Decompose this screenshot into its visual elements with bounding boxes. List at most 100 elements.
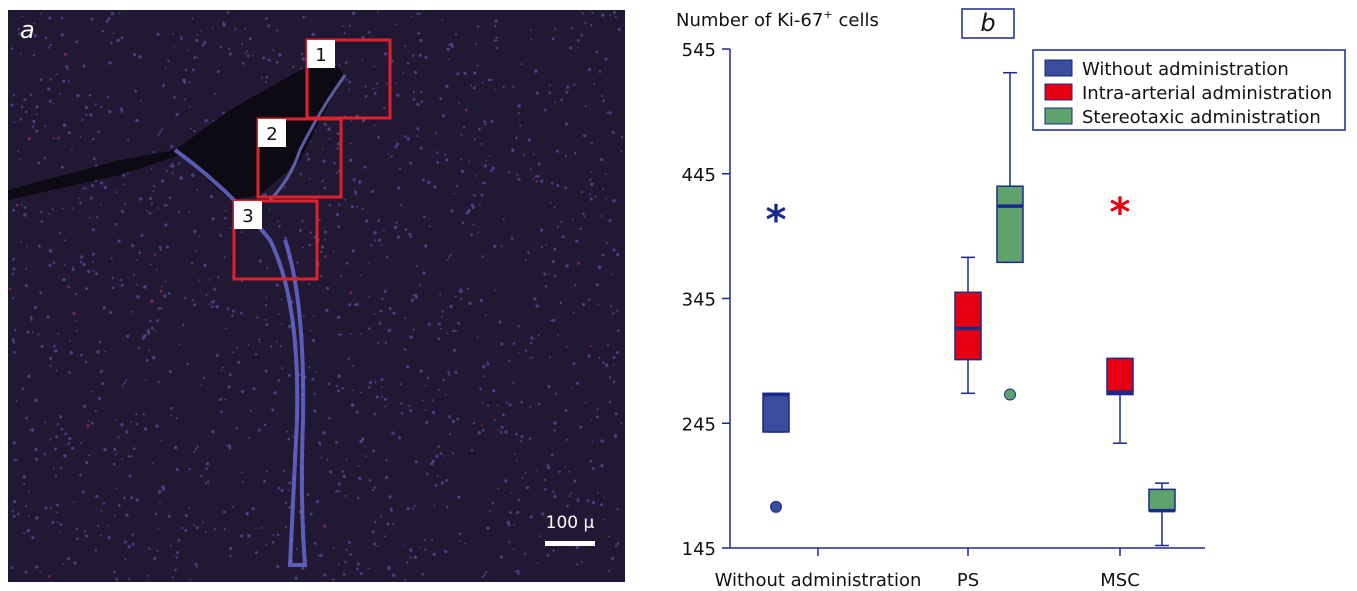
nucleus xyxy=(26,330,30,334)
nucleus xyxy=(118,12,121,15)
nucleus xyxy=(487,404,490,407)
nucleus xyxy=(398,167,402,170)
nucleus xyxy=(456,72,460,76)
nucleus xyxy=(99,181,104,185)
nucleus xyxy=(273,391,277,395)
nucleus xyxy=(200,384,203,387)
nucleus xyxy=(32,54,36,57)
nucleus xyxy=(584,401,587,404)
region-label-bg xyxy=(234,201,262,229)
nucleus xyxy=(211,26,214,29)
nucleus xyxy=(143,334,147,338)
nucleus xyxy=(224,209,227,212)
nucleus xyxy=(500,425,504,429)
nucleus xyxy=(281,367,284,370)
nucleus xyxy=(71,446,75,450)
nucleus xyxy=(132,273,136,277)
nucleus xyxy=(481,181,485,185)
nucleus xyxy=(138,55,142,59)
nucleus xyxy=(412,294,415,297)
nucleus xyxy=(33,22,36,25)
nucleus xyxy=(148,319,152,323)
nucleus xyxy=(577,46,579,49)
nucleus xyxy=(379,309,383,313)
nucleus xyxy=(477,431,481,435)
nucleus xyxy=(76,93,80,98)
y-axis-title-sup: + xyxy=(823,8,832,21)
nucleus xyxy=(564,122,569,126)
nucleus xyxy=(211,300,216,304)
nucleus xyxy=(287,324,292,329)
nucleus xyxy=(157,380,160,384)
nucleus xyxy=(12,499,17,504)
nucleus xyxy=(491,389,496,393)
nucleus xyxy=(48,212,51,216)
nucleus xyxy=(91,390,94,393)
nucleus xyxy=(301,566,305,570)
nucleus xyxy=(427,376,430,380)
nucleus xyxy=(162,487,166,491)
nucleus xyxy=(217,276,220,279)
nucleus xyxy=(529,356,532,359)
nucleus xyxy=(61,207,64,210)
nucleus xyxy=(285,430,288,433)
nucleus xyxy=(146,329,150,333)
nucleus xyxy=(65,65,69,69)
nucleus xyxy=(19,240,22,243)
nucleus xyxy=(124,558,127,561)
nucleus xyxy=(354,193,358,196)
nucleus xyxy=(88,93,92,97)
nucleus xyxy=(227,444,231,448)
nucleus xyxy=(159,248,162,251)
nucleus xyxy=(548,91,552,95)
nucleus xyxy=(125,379,128,382)
nucleus xyxy=(266,267,269,270)
nucleus xyxy=(431,538,434,541)
nucleus xyxy=(536,562,539,565)
nucleus xyxy=(56,503,60,507)
nucleus xyxy=(154,329,157,332)
nucleus xyxy=(617,329,620,332)
nucleus xyxy=(453,192,456,195)
nucleus xyxy=(548,272,551,275)
nucleus xyxy=(94,409,97,412)
nucleus xyxy=(546,465,551,470)
nucleus xyxy=(421,399,424,402)
nucleus xyxy=(373,520,377,524)
nucleus xyxy=(343,32,346,35)
nucleus xyxy=(554,27,557,30)
nucleus xyxy=(387,153,390,156)
nucleus xyxy=(284,526,287,529)
nucleus xyxy=(148,547,151,550)
nucleus xyxy=(517,177,521,181)
nucleus xyxy=(406,61,410,65)
nucleus xyxy=(170,162,174,165)
nucleus xyxy=(612,364,615,366)
nucleus xyxy=(275,283,279,287)
nucleus xyxy=(403,578,406,581)
nucleus xyxy=(552,318,556,322)
nucleus xyxy=(73,501,75,503)
nucleus xyxy=(589,523,592,526)
nucleus xyxy=(559,301,563,305)
nucleus xyxy=(26,245,28,248)
nucleus xyxy=(258,338,261,341)
nucleus xyxy=(607,535,610,538)
nucleus xyxy=(364,85,367,88)
nucleus xyxy=(415,264,418,267)
nucleus xyxy=(131,533,135,536)
nucleus xyxy=(459,289,464,294)
nucleus xyxy=(43,156,47,160)
nucleus xyxy=(515,432,518,436)
nucleus xyxy=(208,278,211,281)
nucleus xyxy=(490,78,493,82)
nucleus xyxy=(57,136,60,140)
nucleus xyxy=(566,504,569,508)
legend-label: Without administration xyxy=(1082,59,1289,80)
nucleus xyxy=(345,78,348,81)
nucleus xyxy=(600,439,605,443)
nucleus xyxy=(183,98,186,101)
nucleus xyxy=(512,85,515,88)
nucleus xyxy=(15,458,18,461)
